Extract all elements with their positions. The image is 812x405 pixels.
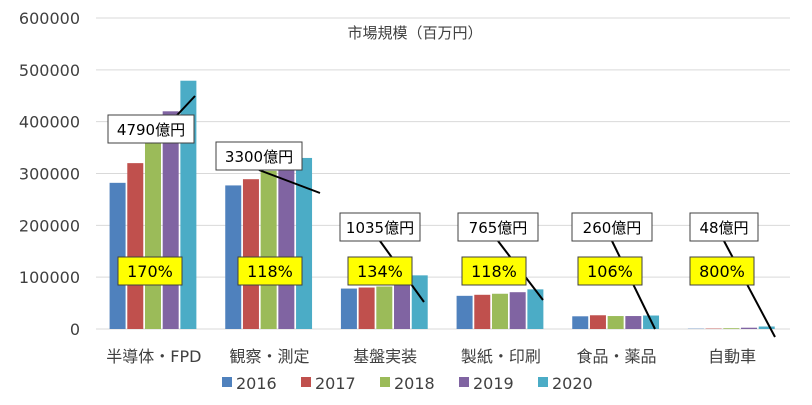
- bar-2017: [589, 315, 606, 329]
- growth-callout: [347, 256, 413, 286]
- growth-callout: [461, 256, 527, 286]
- market-size-label: 1035億円: [346, 219, 414, 237]
- growth-label: 170%: [127, 262, 173, 281]
- bar-2019: [625, 316, 642, 329]
- y-tick-label: 400000: [19, 113, 80, 132]
- legend-swatch-2017: [301, 377, 311, 387]
- market-size-label: 765億円: [469, 219, 528, 237]
- bar-2020: [296, 157, 313, 329]
- bar-2016: [109, 182, 126, 329]
- growth-callout: [577, 256, 643, 286]
- bar-2017: [474, 294, 491, 329]
- chart-title: 市場規模（百万円）: [347, 24, 482, 42]
- y-tick-label: 0: [70, 320, 80, 339]
- bar-2020: [411, 275, 428, 329]
- bar-2018: [376, 286, 393, 329]
- market-size-callout: [107, 114, 195, 144]
- bar-2016: [225, 185, 242, 329]
- market-size-callout: [689, 212, 759, 242]
- legend-swatch-2019: [459, 377, 469, 387]
- bar-2016: [572, 316, 589, 329]
- market-size-callout: [571, 212, 653, 242]
- growth-label: 134%: [357, 262, 403, 281]
- market-size-label: 48億円: [699, 219, 748, 237]
- x-tick-label: 観察・測定: [229, 347, 309, 366]
- x-tick-label: 自動車: [708, 347, 756, 366]
- bar-2016: [340, 288, 357, 329]
- bar-2018: [491, 293, 508, 329]
- market-size-callout: [339, 212, 421, 242]
- legend-label: 2017: [315, 374, 356, 393]
- y-tick-label: 200000: [19, 216, 80, 235]
- legend-label: 2019: [473, 374, 514, 393]
- bar-2019: [741, 327, 758, 329]
- bar-2018: [260, 170, 277, 329]
- growth-callout: [689, 256, 755, 286]
- legend-label: 2016: [236, 374, 277, 393]
- bar-2016: [456, 295, 473, 329]
- growth-label: 800%: [699, 262, 745, 281]
- bar-2017: [358, 287, 375, 329]
- bar-2017: [127, 163, 144, 329]
- growth-callout: [237, 256, 303, 286]
- legend-label: 2018: [394, 374, 435, 393]
- bar-2019: [278, 164, 295, 329]
- bar-2019: [394, 284, 411, 329]
- legend-label: 2020: [552, 374, 593, 393]
- x-tick-label: 基盤実装: [353, 347, 417, 366]
- market-size-label: 260億円: [583, 219, 642, 237]
- bar-2018: [607, 316, 624, 329]
- bar-2018: [723, 328, 740, 329]
- bar-2019: [509, 292, 526, 329]
- y-tick-label: 600000: [19, 9, 80, 28]
- legend-swatch-2020: [538, 377, 548, 387]
- market-size-callout: [457, 212, 539, 242]
- bar-2017: [242, 179, 259, 329]
- y-tick-label: 300000: [19, 165, 80, 184]
- market-size-label: 4790億円: [117, 121, 185, 139]
- y-tick-label: 100000: [19, 268, 80, 287]
- bar-2018: [144, 137, 161, 329]
- callout-leader: [258, 169, 321, 194]
- bar-2020: [758, 326, 775, 329]
- y-tick-label: 500000: [19, 61, 80, 80]
- legend-swatch-2016: [222, 377, 232, 387]
- callout-leader: [723, 240, 776, 338]
- growth-label: 118%: [247, 262, 293, 281]
- legend-swatch-2018: [380, 377, 390, 387]
- bar-2020: [527, 289, 544, 329]
- x-tick-label: 半導体・FPD: [106, 347, 201, 366]
- x-tick-label: 製紙・印刷: [461, 347, 541, 366]
- bar-2019: [162, 111, 179, 329]
- growth-label: 118%: [471, 262, 517, 281]
- growth-callout: [117, 256, 183, 286]
- market-size-callout: [215, 141, 303, 171]
- market-size-label: 3300億円: [225, 148, 293, 166]
- x-tick-label: 食品・薬品: [576, 347, 656, 366]
- growth-label: 106%: [587, 262, 633, 281]
